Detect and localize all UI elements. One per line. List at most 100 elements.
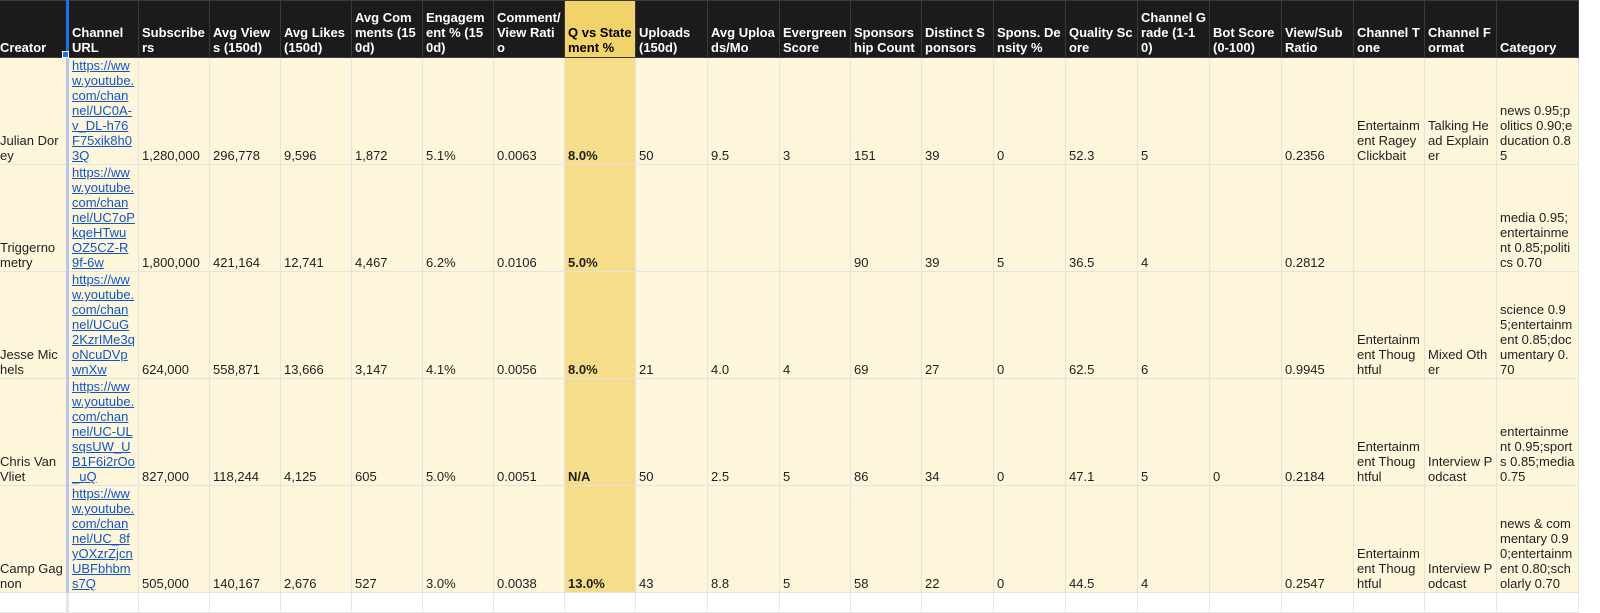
header-channel-format[interactable]: Channel Format — [1424, 0, 1497, 58]
cell-bot-score[interactable]: 0 — [1209, 378, 1282, 486]
cell-url[interactable]: https://www.youtube.com/channel/UC-ULsqs… — [66, 378, 139, 486]
header-avg-uploads-mo[interactable]: Avg Uploads/Mo — [707, 0, 780, 58]
cell-distinct-sponsors[interactable]: 22 — [921, 485, 994, 593]
cell-distinct-sponsors[interactable]: 27 — [921, 271, 994, 379]
cell-format[interactable] — [1424, 164, 1497, 272]
cell-view-sub[interactable]: 0.2547 — [1281, 485, 1354, 593]
cell-url[interactable]: https://www.youtube.com/channel/UC7oPkqe… — [66, 164, 139, 272]
cell-spons-density[interactable]: 0 — [993, 485, 1066, 593]
cell-engagement[interactable]: 6.2% — [422, 164, 494, 272]
header-quality-score[interactable]: Quality Score — [1065, 0, 1138, 58]
cell-quality[interactable]: 52.3 — [1065, 57, 1138, 165]
cell-sponsorship-count[interactable]: 58 — [850, 485, 922, 593]
cell-distinct-sponsors[interactable]: 39 — [921, 164, 994, 272]
cell-category[interactable]: news 0.95;politics 0.90;education 0.85 — [1496, 57, 1579, 165]
cell-grade[interactable]: 6 — [1137, 271, 1210, 379]
cell-distinct-sponsors[interactable]: 34 — [921, 378, 994, 486]
channel-url-link[interactable]: https://www.youtube.com/channel/UCuG2Kzr… — [72, 272, 135, 378]
cell-avg-likes[interactable]: 4,125 — [280, 378, 352, 486]
cell-avg-comments[interactable]: 605 — [351, 378, 423, 486]
header-sponsorship-count[interactable]: Sponsorship Count — [850, 0, 922, 58]
cell-subscribers[interactable]: 624,000 — [138, 271, 210, 379]
cell-view-sub[interactable]: 0.2184 — [1281, 378, 1354, 486]
cell-avg-views[interactable]: 296,778 — [209, 57, 281, 165]
cell-avg-likes[interactable]: 9,596 — [280, 57, 352, 165]
header-view-sub-ratio[interactable]: View/Sub Ratio — [1281, 0, 1354, 58]
cell-comment-view[interactable]: 0.0063 — [493, 57, 565, 165]
empty-cell[interactable] — [0, 592, 68, 613]
cell-tone[interactable]: Entertainment Ragey Clickbait — [1353, 57, 1425, 165]
header-spons-density[interactable]: Spons. Density % — [993, 0, 1066, 58]
cell-url[interactable]: https://www.youtube.com/channel/UC0A-v_D… — [66, 57, 139, 165]
cell-subscribers[interactable]: 1,800,000 — [138, 164, 210, 272]
cell-sponsorship-count[interactable]: 69 — [850, 271, 922, 379]
cell-uploads[interactable] — [635, 164, 708, 272]
empty-cell[interactable] — [564, 592, 636, 613]
header-engagement[interactable]: Engagement % (150d) — [422, 0, 494, 58]
cell-grade[interactable]: 4 — [1137, 485, 1210, 593]
cell-avg-comments[interactable]: 527 — [351, 485, 423, 593]
header-channel-tone[interactable]: Channel Tone — [1353, 0, 1425, 58]
cell-q-vs-statement[interactable]: N/A — [564, 378, 636, 486]
cell-quality[interactable]: 36.5 — [1065, 164, 1138, 272]
channel-url-link[interactable]: https://www.youtube.com/channel/UC-ULsqs… — [72, 379, 135, 485]
cell-category[interactable]: entertainment 0.95;sports 0.85;media 0.7… — [1496, 378, 1579, 486]
cell-uploads[interactable]: 50 — [635, 378, 708, 486]
channel-url-link[interactable]: https://www.youtube.com/channel/UC_8fyOX… — [72, 486, 135, 592]
cell-comment-view[interactable]: 0.0106 — [493, 164, 565, 272]
cell-uploads[interactable]: 21 — [635, 271, 708, 379]
cell-avg-uploads-mo[interactable] — [707, 164, 780, 272]
empty-cell[interactable] — [138, 592, 210, 613]
cell-spons-density[interactable]: 0 — [993, 271, 1066, 379]
empty-cell[interactable] — [280, 592, 352, 613]
cell-sponsorship-count[interactable]: 90 — [850, 164, 922, 272]
cell-quality[interactable]: 47.1 — [1065, 378, 1138, 486]
cell-tone[interactable]: Entertainment Thoughtful — [1353, 271, 1425, 379]
cell-avg-likes[interactable]: 12,741 — [280, 164, 352, 272]
cell-q-vs-statement[interactable]: 5.0% — [564, 164, 636, 272]
cell-creator[interactable]: Chris Van Vliet — [0, 378, 68, 486]
empty-cell[interactable] — [1353, 592, 1425, 613]
cell-tone[interactable]: Entertainment Thoughtful — [1353, 485, 1425, 593]
cell-tone[interactable]: Entertainment Thoughtful — [1353, 378, 1425, 486]
cell-uploads[interactable]: 43 — [635, 485, 708, 593]
cell-spons-density[interactable]: 5 — [993, 164, 1066, 272]
header-bot-score[interactable]: Bot Score (0-100) — [1209, 0, 1282, 58]
cell-avg-uploads-mo[interactable]: 4.0 — [707, 271, 780, 379]
empty-cell[interactable] — [493, 592, 565, 613]
cell-format[interactable]: Interview Podcast — [1424, 485, 1497, 593]
cell-engagement[interactable]: 3.0% — [422, 485, 494, 593]
empty-cell[interactable] — [779, 592, 851, 613]
header-avg-views[interactable]: Avg Views (150d) — [209, 0, 281, 58]
cell-view-sub[interactable]: 0.9945 — [1281, 271, 1354, 379]
empty-cell[interactable] — [66, 592, 139, 613]
channel-url-link[interactable]: https://www.youtube.com/channel/UC0A-v_D… — [72, 58, 135, 164]
cell-creator[interactable]: Triggernometry — [0, 164, 68, 272]
empty-cell[interactable] — [1424, 592, 1497, 613]
cell-engagement[interactable]: 4.1% — [422, 271, 494, 379]
cell-evergreen[interactable]: 5 — [779, 378, 851, 486]
cell-creator[interactable]: Jesse Michels — [0, 271, 68, 379]
cell-bot-score[interactable] — [1209, 164, 1282, 272]
cell-comment-view[interactable]: 0.0051 — [493, 378, 565, 486]
header-channel-grade[interactable]: Channel Grade (1-10) — [1137, 0, 1210, 58]
empty-cell[interactable] — [351, 592, 423, 613]
header-subscribers[interactable]: Subscribers — [138, 0, 210, 58]
header-uploads[interactable]: Uploads (150d) — [635, 0, 708, 58]
cell-subscribers[interactable]: 1,280,000 — [138, 57, 210, 165]
cell-quality[interactable]: 62.5 — [1065, 271, 1138, 379]
cell-evergreen[interactable]: 5 — [779, 485, 851, 593]
empty-cell[interactable] — [1209, 592, 1282, 613]
cell-avg-views[interactable]: 118,244 — [209, 378, 281, 486]
cell-category[interactable]: science 0.95;entertainment 0.85;document… — [1496, 271, 1579, 379]
cell-format[interactable]: Talking Head Explainer — [1424, 57, 1497, 165]
cell-quality[interactable]: 44.5 — [1065, 485, 1138, 593]
header-q-vs-statement[interactable]: Q vs Statement % — [564, 0, 636, 58]
cell-evergreen[interactable]: 4 — [779, 271, 851, 379]
cell-format[interactable]: Interview Podcast — [1424, 378, 1497, 486]
cell-view-sub[interactable]: 0.2812 — [1281, 164, 1354, 272]
cell-category[interactable]: media 0.95;entertainment 0.85;politics 0… — [1496, 164, 1579, 272]
cell-avg-views[interactable]: 140,167 — [209, 485, 281, 593]
empty-cell[interactable] — [1065, 592, 1138, 613]
cell-subscribers[interactable]: 505,000 — [138, 485, 210, 593]
